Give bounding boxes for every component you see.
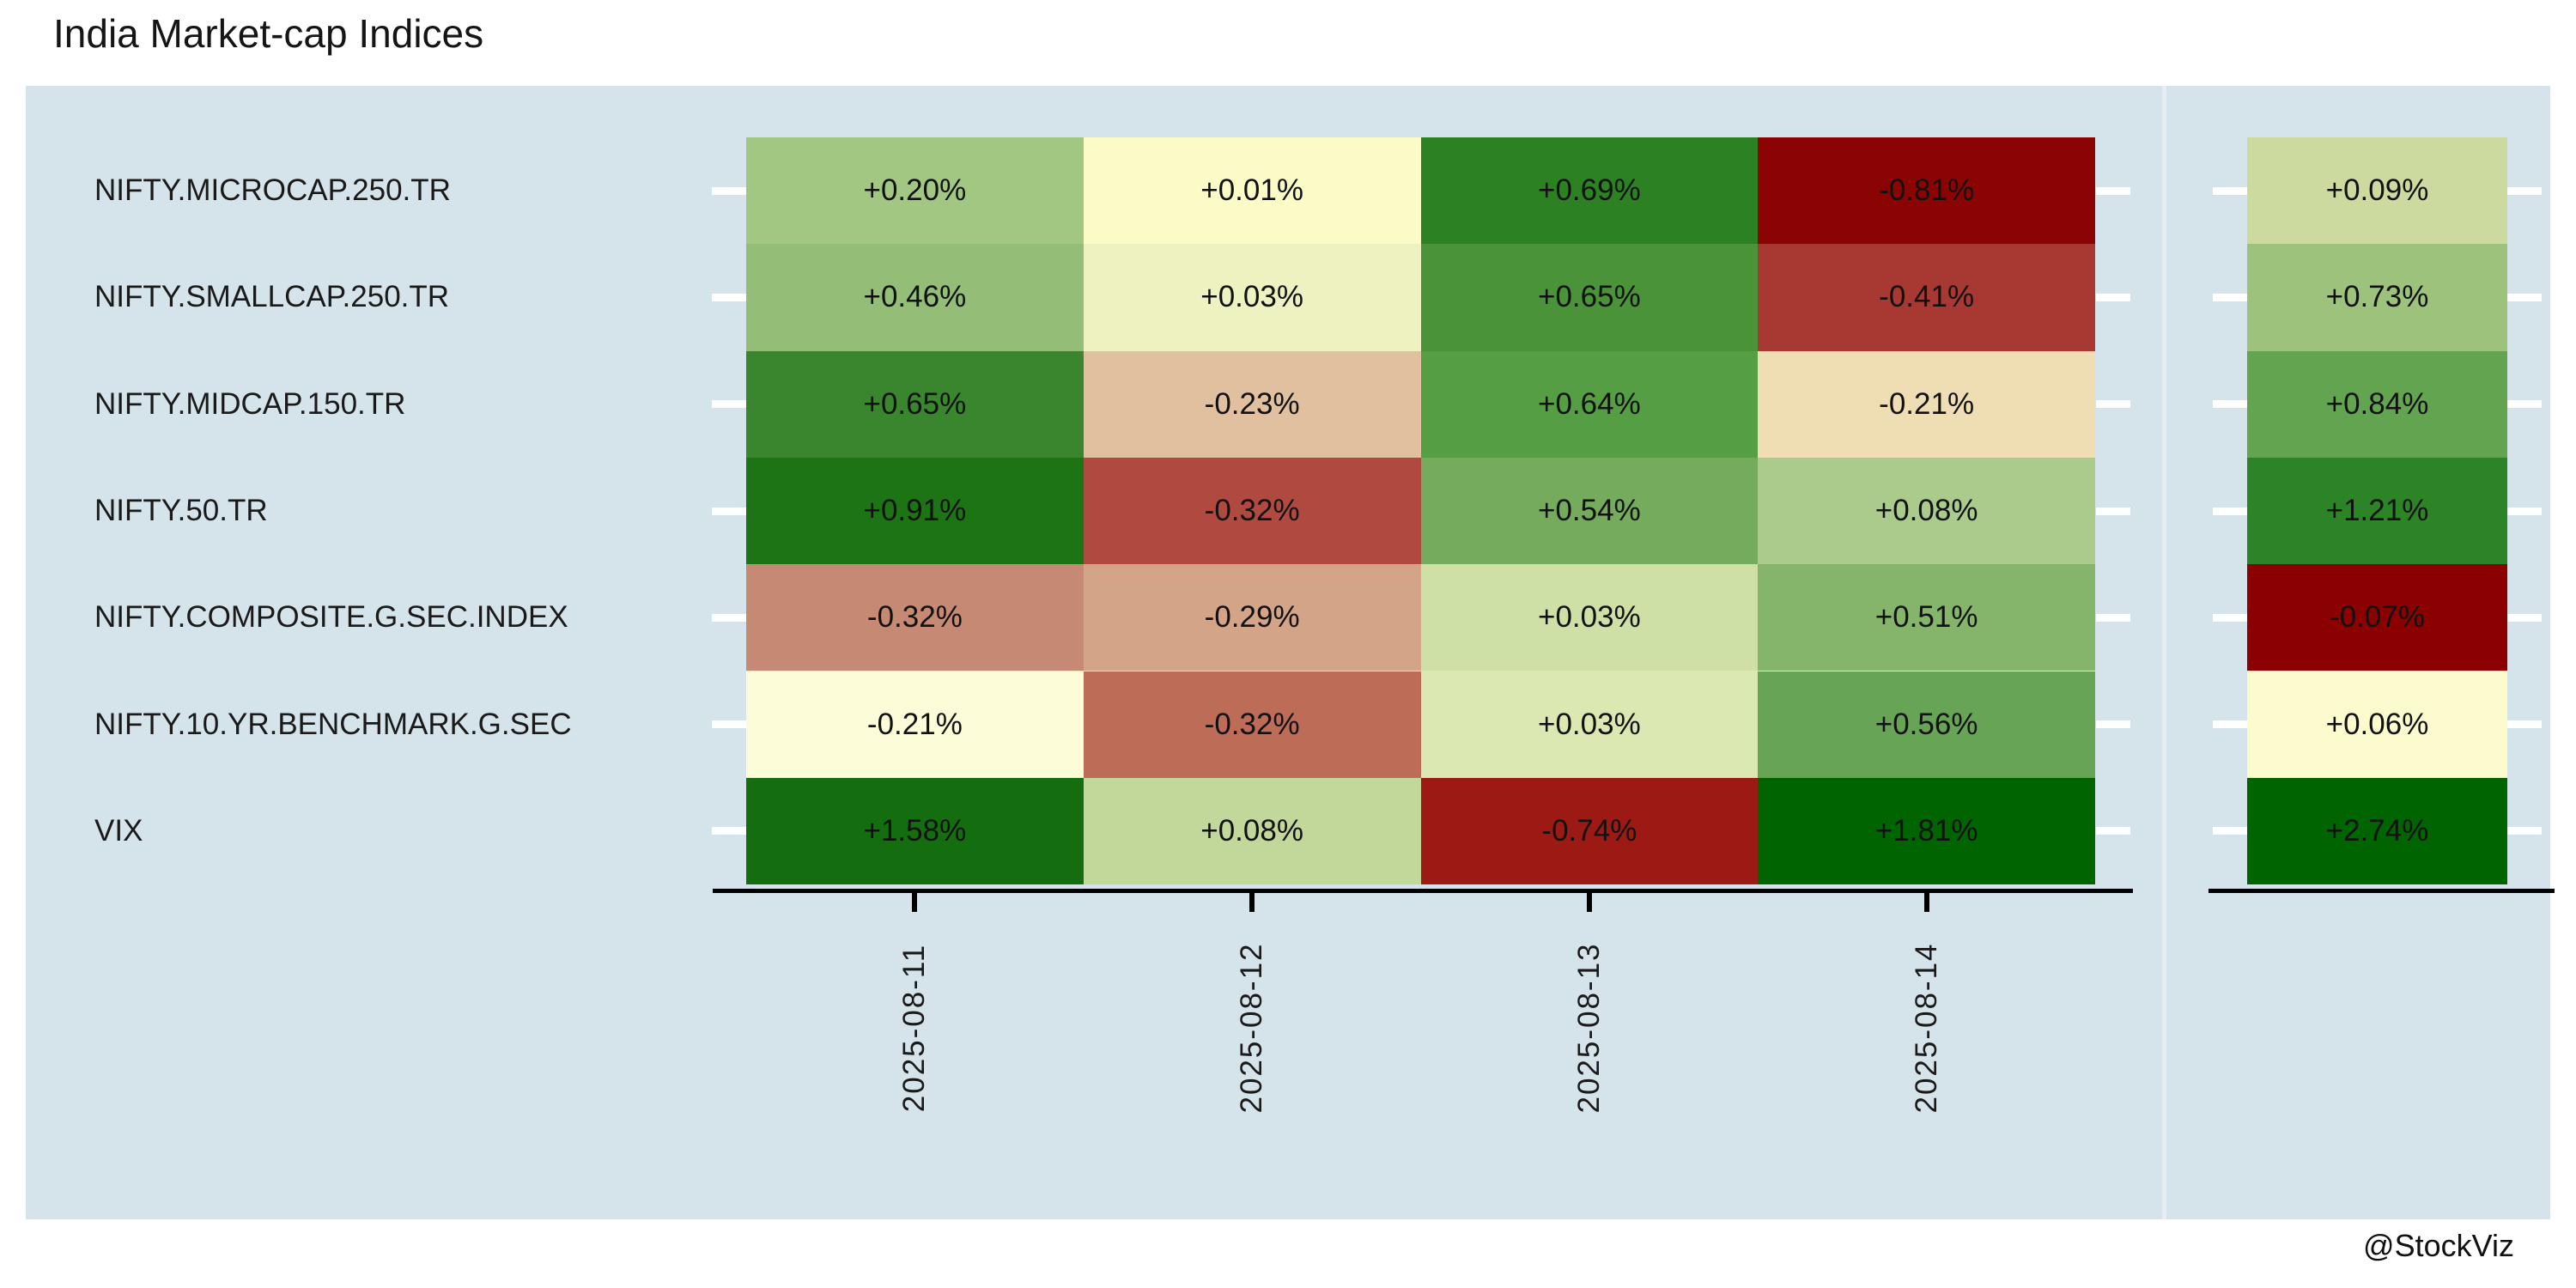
heatmap-cell: -0.21% bbox=[1758, 350, 2095, 458]
row-tick bbox=[2096, 613, 2130, 622]
heatmap-cell: +0.91% bbox=[746, 457, 1084, 565]
heatmap-cell: -0.21% bbox=[746, 671, 1084, 778]
heatmap-cell: +0.08% bbox=[1083, 777, 1421, 885]
row-tick bbox=[2213, 293, 2247, 301]
summary-cell: +0.73% bbox=[2247, 244, 2507, 351]
heatmap-cell: +0.54% bbox=[1420, 457, 1759, 565]
date-label: 2025-08-13 bbox=[1571, 942, 1606, 1114]
row-tick bbox=[2507, 507, 2542, 515]
heatmap-cell: +1.81% bbox=[1758, 777, 2095, 885]
heatmap-cell: +0.03% bbox=[1420, 564, 1759, 671]
row-tick bbox=[2096, 720, 2130, 729]
summary-cell: -0.07% bbox=[2247, 564, 2507, 671]
heatmap-cell: -0.81% bbox=[1758, 137, 2095, 245]
summary-cell: +0.09% bbox=[2247, 137, 2507, 245]
summary-cell: +2.74% bbox=[2247, 777, 2507, 885]
row-tick bbox=[2213, 507, 2247, 515]
row-label: NIFTY.SMALLCAP.250.TR bbox=[94, 280, 450, 314]
heatmap-cell: +0.65% bbox=[746, 350, 1084, 458]
row-tick bbox=[712, 613, 746, 622]
heatmap-cell: +0.01% bbox=[1083, 137, 1421, 245]
heatmap-cell: +0.20% bbox=[746, 137, 1084, 245]
row-label: NIFTY.MICROCAP.250.TR bbox=[94, 173, 451, 208]
summary-cell: +1.21% bbox=[2247, 457, 2507, 565]
summary-cell: +0.06% bbox=[2247, 671, 2507, 778]
row-tick bbox=[2507, 613, 2542, 622]
row-tick bbox=[2213, 186, 2247, 195]
date-label: 2025-08-11 bbox=[897, 943, 932, 1113]
row-tick bbox=[712, 400, 746, 409]
row-label: NIFTY.10.YR.BENCHMARK.G.SEC bbox=[94, 707, 572, 741]
row-tick bbox=[712, 186, 746, 195]
row-label: VIX bbox=[94, 813, 143, 848]
heatmap-cell: -0.74% bbox=[1420, 777, 1759, 885]
date-label: 2025-08-12 bbox=[1235, 942, 1269, 1114]
row-tick bbox=[2507, 827, 2542, 835]
row-tick bbox=[2096, 827, 2130, 835]
date-tick bbox=[1249, 893, 1255, 912]
heatmap-cell: -0.32% bbox=[1083, 671, 1421, 778]
heatmap-cell: +0.69% bbox=[1420, 137, 1759, 245]
row-tick bbox=[2213, 827, 2247, 835]
heatmap-cell: -0.23% bbox=[1083, 350, 1421, 458]
heatmap-cell: +0.65% bbox=[1420, 244, 1759, 351]
row-tick bbox=[2507, 293, 2542, 301]
heatmap-cell: +0.51% bbox=[1758, 564, 2095, 671]
heatmap-cell: +0.64% bbox=[1420, 350, 1759, 458]
row-tick bbox=[2507, 720, 2542, 729]
row-tick bbox=[2096, 507, 2130, 515]
heatmap-cell: -0.29% bbox=[1083, 564, 1421, 671]
heatmap-cell: +0.56% bbox=[1758, 671, 2095, 778]
row-tick bbox=[2096, 293, 2130, 301]
row-tick bbox=[712, 720, 746, 729]
heatmap-cell: -0.32% bbox=[1083, 457, 1421, 565]
summary-axis-line bbox=[2208, 889, 2555, 893]
chart-title: India Market-cap Indices bbox=[53, 11, 484, 56]
row-tick bbox=[2213, 720, 2247, 729]
row-tick bbox=[2213, 613, 2247, 622]
row-label: NIFTY.MIDCAP.150.TR bbox=[94, 386, 406, 421]
row-tick bbox=[2507, 400, 2542, 409]
heatmap-cell: -0.41% bbox=[1758, 244, 2095, 351]
row-tick bbox=[712, 293, 746, 301]
row-tick bbox=[712, 827, 746, 835]
row-label: NIFTY.50.TR bbox=[94, 494, 268, 528]
heatmap-cell: +0.46% bbox=[746, 244, 1084, 351]
x-axis-line bbox=[713, 889, 2133, 893]
row-tick bbox=[2213, 400, 2247, 409]
panel-divider bbox=[2162, 86, 2166, 1219]
heatmap-cell: -0.32% bbox=[746, 564, 1084, 671]
date-tick bbox=[1923, 893, 1929, 912]
heatmap-cell: +0.08% bbox=[1758, 457, 2095, 565]
row-tick bbox=[712, 507, 746, 515]
date-label: 2025-08-14 bbox=[1909, 942, 1943, 1114]
heatmap-cell: +0.03% bbox=[1420, 671, 1759, 778]
watermark: @StockViz bbox=[2363, 1228, 2514, 1263]
date-tick bbox=[1586, 893, 1592, 912]
row-tick bbox=[2507, 186, 2542, 195]
row-label: NIFTY.COMPOSITE.G.SEC.INDEX bbox=[94, 600, 568, 635]
row-tick bbox=[2096, 400, 2130, 409]
row-tick bbox=[2096, 186, 2130, 195]
date-tick bbox=[912, 893, 918, 912]
heatmap-cell: +1.58% bbox=[746, 777, 1084, 885]
heatmap-cell: +0.03% bbox=[1083, 244, 1421, 351]
summary-cell: +0.84% bbox=[2247, 350, 2507, 458]
